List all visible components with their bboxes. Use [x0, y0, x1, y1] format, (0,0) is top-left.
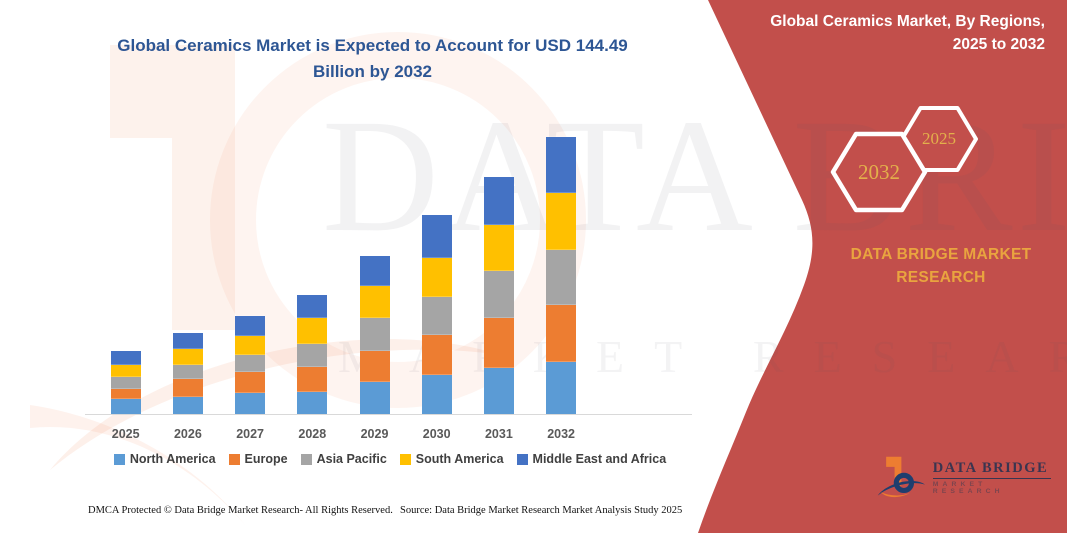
- x-axis-label-2032: 2032: [547, 427, 575, 441]
- bar-2031: [483, 176, 514, 414]
- bar-segment-north-america: [421, 374, 452, 414]
- bar-segment-south-america: [235, 336, 266, 355]
- bar-segment-middle-east-and-africa: [359, 256, 390, 287]
- bar-segment-middle-east-and-africa: [546, 136, 577, 194]
- sidebar-brand-name: DATA BRIDGE MARKET RESEARCH: [828, 243, 1054, 289]
- bar-segment-europe: [172, 379, 203, 397]
- legend-label: South America: [415, 452, 504, 466]
- bar-2025: [110, 351, 141, 414]
- bar-segment-south-america: [421, 257, 452, 298]
- legend-label: North America: [129, 452, 216, 466]
- hexagon-year-2025: 2025: [922, 129, 956, 148]
- company-logo: DATA BRIDGE MARKET RESEARCH: [876, 452, 1051, 502]
- legend-item-middle-east-and-africa: Middle East and Africa: [516, 452, 667, 466]
- legend-label: Middle East and Africa: [532, 452, 667, 466]
- bar-segment-south-america: [297, 317, 328, 344]
- year-hexagons: [830, 106, 978, 213]
- legend-swatch-north-america: [113, 453, 125, 465]
- bar-segment-south-america: [359, 286, 390, 318]
- legend-item-north-america: North America: [113, 452, 216, 466]
- bar-segment-asia-pacific: [297, 343, 328, 368]
- chart-title: Global Ceramics Market is Expected to Ac…: [100, 33, 645, 85]
- bar-segment-asia-pacific: [235, 354, 266, 372]
- bar-2027: [235, 315, 266, 414]
- legend-swatch-asia-pacific: [300, 453, 312, 465]
- bar-segment-north-america: [546, 361, 577, 414]
- legend-swatch-south-america: [399, 453, 411, 465]
- bar-segment-europe: [110, 388, 141, 400]
- chart-title-line1: Global Ceramics Market is Expected to Ac…: [117, 36, 628, 55]
- x-axis-label-2026: 2026: [173, 427, 202, 441]
- bar-segment-europe: [546, 304, 577, 362]
- chart-title-line2: Billion by 2032: [312, 62, 433, 81]
- bar-2028: [297, 295, 328, 414]
- logo-wordmark: DATA BRIDGE: [932, 460, 1051, 479]
- x-axis-label-2030: 2030: [422, 427, 451, 441]
- bar-segment-north-america: [483, 367, 514, 414]
- x-axis-line: [85, 414, 692, 415]
- bar-segment-middle-east-and-africa: [297, 295, 328, 318]
- bar-segment-middle-east-and-africa: [235, 315, 266, 337]
- bar-segment-asia-pacific: [359, 317, 390, 351]
- bar-segment-north-america: [235, 392, 266, 414]
- hexagon-2032: [830, 131, 928, 213]
- bar-segment-europe: [297, 367, 328, 392]
- plot-area: 2025 2026 2027 2028 2029 2030 2031 2032: [85, 0, 695, 441]
- sidebar-title: Global Ceramics Market, By Regions, 2025…: [725, 10, 1045, 56]
- legend-label: Asia Pacific: [316, 452, 387, 466]
- hexagon-year-2032: 2032: [858, 160, 900, 184]
- logo-text-block: DATA BRIDGE MARKET RESEARCH: [932, 460, 1051, 495]
- logo-tagline: MARKET RESEARCH: [932, 480, 1004, 495]
- sidebar-brand-line2: RESEARCH: [896, 269, 986, 286]
- bar-segment-middle-east-and-africa: [110, 351, 141, 366]
- data-bridge-logo-icon: [877, 456, 926, 498]
- sidebar-brand-line1: DATA BRIDGE MARKET: [850, 246, 1032, 263]
- bar-2029: [359, 256, 390, 414]
- bar-2030: [421, 215, 452, 414]
- copyright-text: DMCA Protected © Data Bridge Market Rese…: [88, 505, 393, 516]
- bar-segment-asia-pacific: [172, 365, 203, 380]
- bar-segment-south-america: [483, 224, 514, 272]
- source-text: Source: Data Bridge Market Research Mark…: [400, 505, 683, 516]
- legend-item-asia-pacific: Asia Pacific: [300, 452, 387, 466]
- bar-segment-europe: [421, 334, 452, 375]
- x-axis-label-2025: 2025: [111, 427, 140, 441]
- x-axis-label-2028: 2028: [298, 427, 327, 441]
- bar-segment-middle-east-and-africa: [172, 333, 203, 350]
- bar-segment-asia-pacific: [546, 249, 577, 305]
- bar-segment-middle-east-and-africa: [421, 215, 452, 258]
- legend-item-europe: Europe: [228, 452, 288, 466]
- bar-segment-middle-east-and-africa: [483, 176, 514, 225]
- bar-segment-asia-pacific: [483, 271, 514, 319]
- bar-segment-south-america: [110, 365, 141, 377]
- legend-swatch-europe: [228, 453, 240, 465]
- legend-item-south-america: South America: [399, 452, 504, 466]
- legend-label: Europe: [244, 452, 288, 466]
- x-axis-label-2027: 2027: [236, 427, 264, 441]
- bar-segment-north-america: [359, 381, 390, 414]
- bar-2026: [172, 333, 203, 414]
- legend-swatch-middle-east-and-africa: [516, 453, 528, 465]
- bar-segment-europe: [359, 350, 390, 382]
- legend: North America Europe Asia Pacific South Ame…: [85, 452, 695, 466]
- bar-segment-north-america: [110, 399, 141, 414]
- bar-segment-north-america: [297, 391, 328, 414]
- bar-segment-north-america: [172, 396, 203, 414]
- x-axis-label-2029: 2029: [360, 427, 389, 441]
- sidebar-title-line2: 2025 to 2032: [952, 36, 1045, 53]
- bar-segment-europe: [235, 371, 266, 393]
- bar-segment-south-america: [546, 193, 577, 250]
- bar-2032: [546, 136, 577, 414]
- bar-segment-europe: [483, 318, 514, 368]
- bar-segment-asia-pacific: [421, 297, 452, 335]
- bar-segment-south-america: [172, 349, 203, 366]
- x-axis-label-2031: 2031: [484, 427, 513, 441]
- sidebar-title-line1: Global Ceramics Market, By Regions,: [770, 13, 1045, 30]
- bar-segment-asia-pacific: [110, 376, 141, 389]
